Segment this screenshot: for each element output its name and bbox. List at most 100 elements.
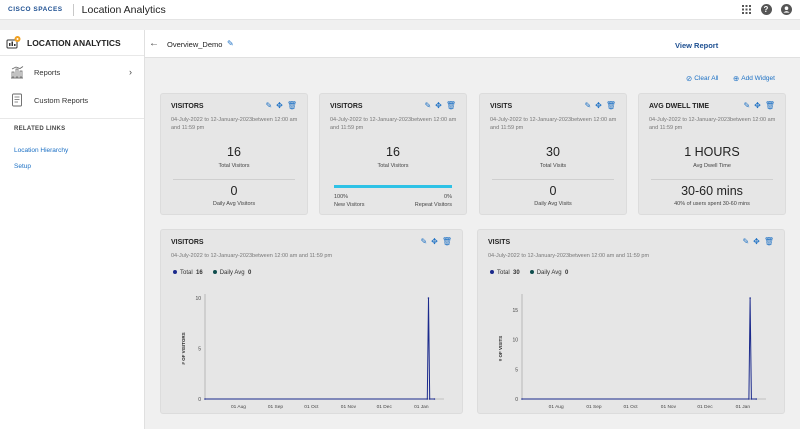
sidebar-item-label: Custom Reports xyxy=(34,95,89,105)
widget-title: VISITS xyxy=(490,103,513,110)
dwell-range-label: 40% of users spent 30-60 mins xyxy=(674,201,750,207)
brand-logo[interactable]: CISCO SPACES xyxy=(8,6,63,13)
y-tick-label: 5 xyxy=(198,347,201,353)
sidebar-item-custom-reports[interactable]: Custom Reports xyxy=(0,89,144,111)
data-point xyxy=(748,398,750,400)
link-location-hierarchy[interactable]: Location Hierarchy xyxy=(14,147,69,154)
location-analytics-icon xyxy=(6,36,21,49)
repeat-visitors-pct: 0% xyxy=(444,194,452,200)
x-tick-label: 01 Sep xyxy=(268,404,284,410)
apps-grid-icon[interactable] xyxy=(740,3,752,15)
total-visits-label: Total Visits xyxy=(539,163,567,169)
avg-dwell-label: Avg Dwell Time xyxy=(693,163,731,169)
widget-date-range: 04-July-2022 to 12-January-2023between 1… xyxy=(649,117,776,131)
widget-visits-total: VISITS ✎ ✥ 🗑 04-July-2022 to 12-January-20… xyxy=(479,93,627,215)
chart-legend: Total 16 Daily Avg 0 xyxy=(173,270,251,276)
daily-avg-visitors-value: 0 xyxy=(230,184,238,198)
legend-daily-avg[interactable]: Daily Avg 0 xyxy=(529,270,568,276)
widget-divider xyxy=(651,179,773,180)
total-visitors-label: Total Visitors xyxy=(218,163,250,169)
sidebar: LOCATION ANALYTICS Reports › Custom Repo… xyxy=(0,30,145,429)
move-icon[interactable]: ✥ xyxy=(276,101,283,110)
move-icon[interactable]: ✥ xyxy=(754,101,761,110)
move-icon[interactable]: ✥ xyxy=(595,101,602,110)
edit-name-icon[interactable]: ✎ xyxy=(227,39,234,48)
data-point xyxy=(428,398,431,400)
widget-actions: ✎ ✥ 🗑 xyxy=(420,237,452,246)
x-tick-label: 01 Jan xyxy=(736,404,751,410)
x-tick-label: 01 Oct xyxy=(304,404,319,410)
chevron-right-icon: › xyxy=(129,67,132,77)
edit-icon[interactable]: ✎ xyxy=(265,101,273,110)
sidebar-divider xyxy=(0,118,144,119)
clear-all-label: Clear All xyxy=(694,75,719,82)
delete-icon[interactable]: 🗑 xyxy=(441,237,452,246)
avg-dwell-value: 1 HOURS xyxy=(684,145,740,159)
link-setup[interactable]: Setup xyxy=(14,163,31,170)
delete-icon[interactable]: 🗑 xyxy=(763,237,774,246)
total-visitors-value: 16 xyxy=(386,145,400,159)
total-visitors-label: Total Visitors xyxy=(377,163,409,169)
widget-date-range: 04-July-2022 to 12-January-2023between 1… xyxy=(488,253,650,259)
total-visits-value: 30 xyxy=(546,145,560,159)
edit-icon[interactable]: ✎ xyxy=(424,101,432,110)
legend-daily-avg[interactable]: Daily Avg 0 xyxy=(212,270,251,276)
series-line-total xyxy=(205,297,435,400)
y-axis-label: # OF VISITS xyxy=(498,336,503,362)
data-point xyxy=(204,398,206,400)
help-icon[interactable]: ? xyxy=(760,3,772,15)
new-visitors-label: New Visitors xyxy=(334,202,365,208)
back-arrow-icon[interactable]: ← xyxy=(149,38,159,49)
widget-title: VISITORS xyxy=(171,103,204,110)
line-chart: 0 5 10 # OF VISITORS 01 Aug 01 Sep 01 Oct 01 No… xyxy=(181,294,444,410)
data-point xyxy=(426,398,429,400)
edit-icon[interactable]: ✎ xyxy=(743,101,751,110)
edit-icon[interactable]: ✎ xyxy=(584,101,592,110)
widget-visitors-chart: VISITORS ✎ ✥ 🗑 04-July-2022 to 12-January-… xyxy=(160,229,463,414)
sidebar-title: LOCATION ANALYTICS xyxy=(27,37,121,48)
delete-icon[interactable]: 🗑 xyxy=(764,101,775,110)
total-visitors-value: 16 xyxy=(227,145,241,159)
y-tick-label: 5 xyxy=(515,367,518,373)
move-icon[interactable]: ✥ xyxy=(753,237,760,246)
widget-title: AVG DWELL TIME xyxy=(649,103,710,110)
view-report-button[interactable]: View Report xyxy=(675,41,719,50)
legend-total[interactable]: Total 30 xyxy=(490,270,520,276)
widget-date-range: 04-July-2022 to 12-January-2023between 1… xyxy=(171,117,298,131)
new-visitors-fill xyxy=(334,185,452,188)
edit-icon[interactable]: ✎ xyxy=(420,237,428,246)
widget-visitors-new-repeat: VISITORS ✎ ✥ 🗑 04-July-2022 to 12-January-… xyxy=(319,93,467,215)
x-tick-label: 01 Aug xyxy=(549,404,564,410)
data-point xyxy=(521,398,523,400)
widget-date-range: 04-July-2022 to 12-January-2023between 1… xyxy=(330,117,457,131)
delete-icon[interactable]: 🗑 xyxy=(286,101,297,110)
edit-icon[interactable]: ✎ xyxy=(742,237,750,246)
related-links-title: RELATED LINKS xyxy=(14,126,66,132)
line-chart: 0 5 10 15 # OF VISITS 01 Aug 01 Sep 01 Oct 01 No… xyxy=(498,294,766,410)
y-axis-label: # OF VISITORS xyxy=(181,332,186,364)
move-icon[interactable]: ✥ xyxy=(435,101,442,110)
new-repeat-progress-bar xyxy=(334,185,452,188)
data-point xyxy=(755,398,758,400)
legend-total[interactable]: Total 16 xyxy=(173,270,203,276)
clear-all-button[interactable]: ⊘ Clear All xyxy=(686,74,719,83)
delete-icon[interactable]: 🗑 xyxy=(605,101,616,110)
x-tick-label: 01 Aug xyxy=(231,404,246,410)
user-icon[interactable] xyxy=(780,3,792,15)
widget-date-range: 04-July-2022 to 12-January-2023between 1… xyxy=(490,117,617,131)
clear-icon: ⊘ xyxy=(686,74,693,83)
x-tick-label: 01 Jan xyxy=(414,404,429,410)
series-line-total xyxy=(522,297,757,400)
widget-actions: ✎ ✥ 🗑 xyxy=(584,101,616,110)
data-point xyxy=(750,398,753,400)
widget-title: VISITS xyxy=(488,239,511,246)
y-tick-label: 0 xyxy=(198,397,201,403)
delete-icon[interactable]: 🗑 xyxy=(445,101,456,110)
add-widget-button[interactable]: ⊕ Add Widget xyxy=(733,74,775,83)
daily-avg-visits-label: Daily Avg Visits xyxy=(534,201,572,207)
add-widget-label: Add Widget xyxy=(741,75,775,82)
widget-actions: ✎ ✥ 🗑 xyxy=(265,101,297,110)
move-icon[interactable]: ✥ xyxy=(431,237,438,246)
sidebar-item-reports[interactable]: Reports › xyxy=(0,61,144,83)
widget-divider xyxy=(173,179,295,180)
